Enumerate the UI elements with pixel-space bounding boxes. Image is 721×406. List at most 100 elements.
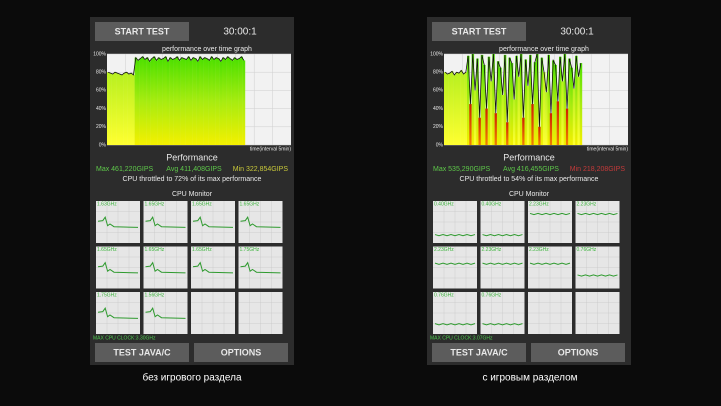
bottom-button-label: TEST JAVA/C — [450, 347, 508, 357]
y-tick-label: 100% — [93, 51, 106, 57]
start-button[interactable] — [95, 22, 189, 41]
performance-bar — [478, 117, 481, 145]
core-frequency: 0.40GHz — [434, 201, 454, 207]
performance-bar — [487, 56, 491, 146]
performance-bar — [178, 60, 181, 146]
performance-bar — [579, 63, 583, 145]
start-button[interactable] — [432, 22, 526, 41]
performance-bar — [531, 104, 534, 145]
core-frequency: 1.65GHz — [97, 247, 117, 253]
performance-bar — [109, 73, 112, 145]
performance-bar — [510, 63, 514, 145]
avg-stat: Avg 416,455GIPS — [503, 166, 559, 173]
performance-bar — [120, 74, 124, 145]
performance-bar — [455, 72, 458, 145]
performance-bar — [194, 58, 197, 145]
performance-bar — [552, 60, 555, 146]
performance-heading: Performance — [166, 152, 218, 162]
performance-bar — [460, 70, 463, 145]
performance-bar — [141, 56, 144, 146]
max-stat: Max 461,220GIPS — [96, 166, 154, 173]
core-frequency: 2.23GHz — [434, 247, 454, 253]
performance-bar — [577, 76, 580, 145]
performance-bar — [235, 59, 239, 145]
performance-bar — [501, 94, 504, 145]
app-screen: START TEST 30:00:1 performance over time g… — [427, 17, 631, 365]
core-line — [192, 261, 234, 274]
performance-heading: Performance — [503, 152, 555, 162]
bottom-button[interactable] — [432, 343, 526, 362]
performance-bar — [490, 81, 493, 145]
y-tick-label: 0% — [99, 142, 107, 148]
y-tick-label: 40% — [433, 106, 444, 112]
performance-bar — [467, 55, 470, 145]
x-axis-label: time(interval 5min) — [250, 146, 291, 152]
performance-bar — [547, 54, 550, 145]
performance-bar — [162, 58, 165, 145]
performance-bar — [215, 57, 218, 145]
performance-bar — [506, 122, 509, 145]
performance-bar — [526, 85, 530, 145]
performance-bar — [146, 57, 149, 145]
performance-bar — [563, 54, 567, 145]
bottom-button[interactable] — [531, 343, 625, 362]
monitor-title: CPU Monitor — [509, 191, 550, 198]
performance-bar — [226, 56, 230, 146]
core-line — [240, 261, 281, 274]
graph-title: performance over time graph — [162, 46, 252, 53]
performance-bar — [485, 108, 488, 145]
core-frequency: 1.65GHz — [145, 247, 165, 253]
performance-bar — [157, 57, 161, 145]
performance-bar — [494, 113, 498, 145]
performance-bar — [148, 61, 151, 145]
performance-bar — [116, 73, 119, 145]
performance-bar — [450, 71, 454, 145]
y-tick-label: 80% — [96, 70, 107, 76]
y-tick-label: 60% — [96, 88, 107, 94]
core-frequency: 1.65GHz — [192, 201, 212, 207]
bottom-button[interactable] — [95, 343, 189, 362]
performance-bar — [492, 54, 495, 145]
performance-bar — [464, 72, 468, 145]
performance-bar — [125, 72, 128, 145]
core-line — [482, 234, 523, 237]
performance-bar — [212, 59, 216, 145]
bottom-button-label: OPTIONS — [221, 347, 262, 357]
core-frequency: 0.76GHz — [577, 247, 597, 253]
y-tick-label: 0% — [436, 142, 444, 148]
performance-bar — [203, 57, 207, 145]
performance-bar — [136, 60, 140, 146]
min-stat: Min 322,854GIPS — [233, 166, 289, 173]
core-line — [482, 323, 523, 326]
performance-bar — [570, 67, 573, 145]
performance-bar — [222, 57, 225, 145]
performance-bar — [118, 74, 121, 145]
core-frequency: 2.23GHz — [529, 247, 549, 253]
performance-bar — [568, 58, 571, 145]
performance-bar — [471, 54, 475, 145]
core-frequency: 0.76GHz — [434, 292, 454, 298]
performance-bar — [153, 56, 156, 146]
performance-bar — [469, 104, 472, 145]
start-button-label: START TEST — [115, 26, 170, 36]
bottom-button[interactable] — [194, 343, 288, 362]
performance-bar — [545, 92, 548, 145]
performance-line — [108, 56, 245, 76]
y-tick-label: 40% — [96, 106, 107, 112]
core-frequency: 2.23GHz — [529, 201, 549, 207]
monitor-title: CPU Monitor — [172, 191, 213, 198]
performance-bar — [113, 72, 117, 145]
core-frequency: 1.65GHz — [240, 201, 260, 207]
performance-bar — [182, 58, 186, 145]
performance-bar — [513, 99, 516, 145]
y-tick-label: 80% — [433, 70, 444, 76]
performance-bar — [540, 57, 544, 145]
performance-bar — [134, 57, 138, 145]
performance-bar — [201, 59, 204, 145]
performance-bar — [187, 56, 190, 146]
performance-bar — [533, 62, 537, 145]
bottom-button-label: OPTIONS — [558, 347, 599, 357]
performance-bar — [228, 58, 232, 145]
core-line — [145, 261, 186, 274]
performance-bar — [164, 56, 167, 146]
